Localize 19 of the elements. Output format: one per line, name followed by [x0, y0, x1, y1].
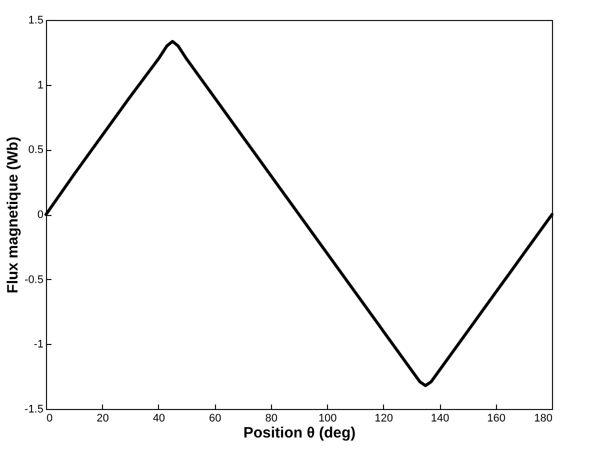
y-tick-label: 1.5 [28, 14, 44, 26]
x-tick-label: 40 [152, 412, 166, 424]
y-tick-label: 0.5 [28, 144, 44, 156]
x-tick-label: 140 [430, 412, 450, 424]
x-tick-label: 100 [318, 412, 337, 424]
y-tick-label: -1 [34, 338, 44, 351]
x-tick-label: 60 [209, 412, 222, 424]
y-tick-label: -0.5 [24, 274, 44, 286]
x-tick-label: 120 [374, 412, 394, 424]
x-tick-label: 180 [534, 412, 552, 424]
y-tick-label: -1.5 [24, 404, 44, 416]
y-axis-title: Flux magnetique (Wb) [4, 136, 22, 294]
y-tick-label: 0 [37, 209, 44, 221]
x-tick-label: 20 [96, 412, 109, 424]
y-tick-label: 1 [37, 79, 44, 92]
x-tick-label: 80 [265, 412, 278, 424]
x-tick-label: 0 [46, 412, 53, 424]
x-tick-label: 160 [487, 412, 506, 424]
x-axis-title: Position θ (deg) [243, 424, 356, 442]
